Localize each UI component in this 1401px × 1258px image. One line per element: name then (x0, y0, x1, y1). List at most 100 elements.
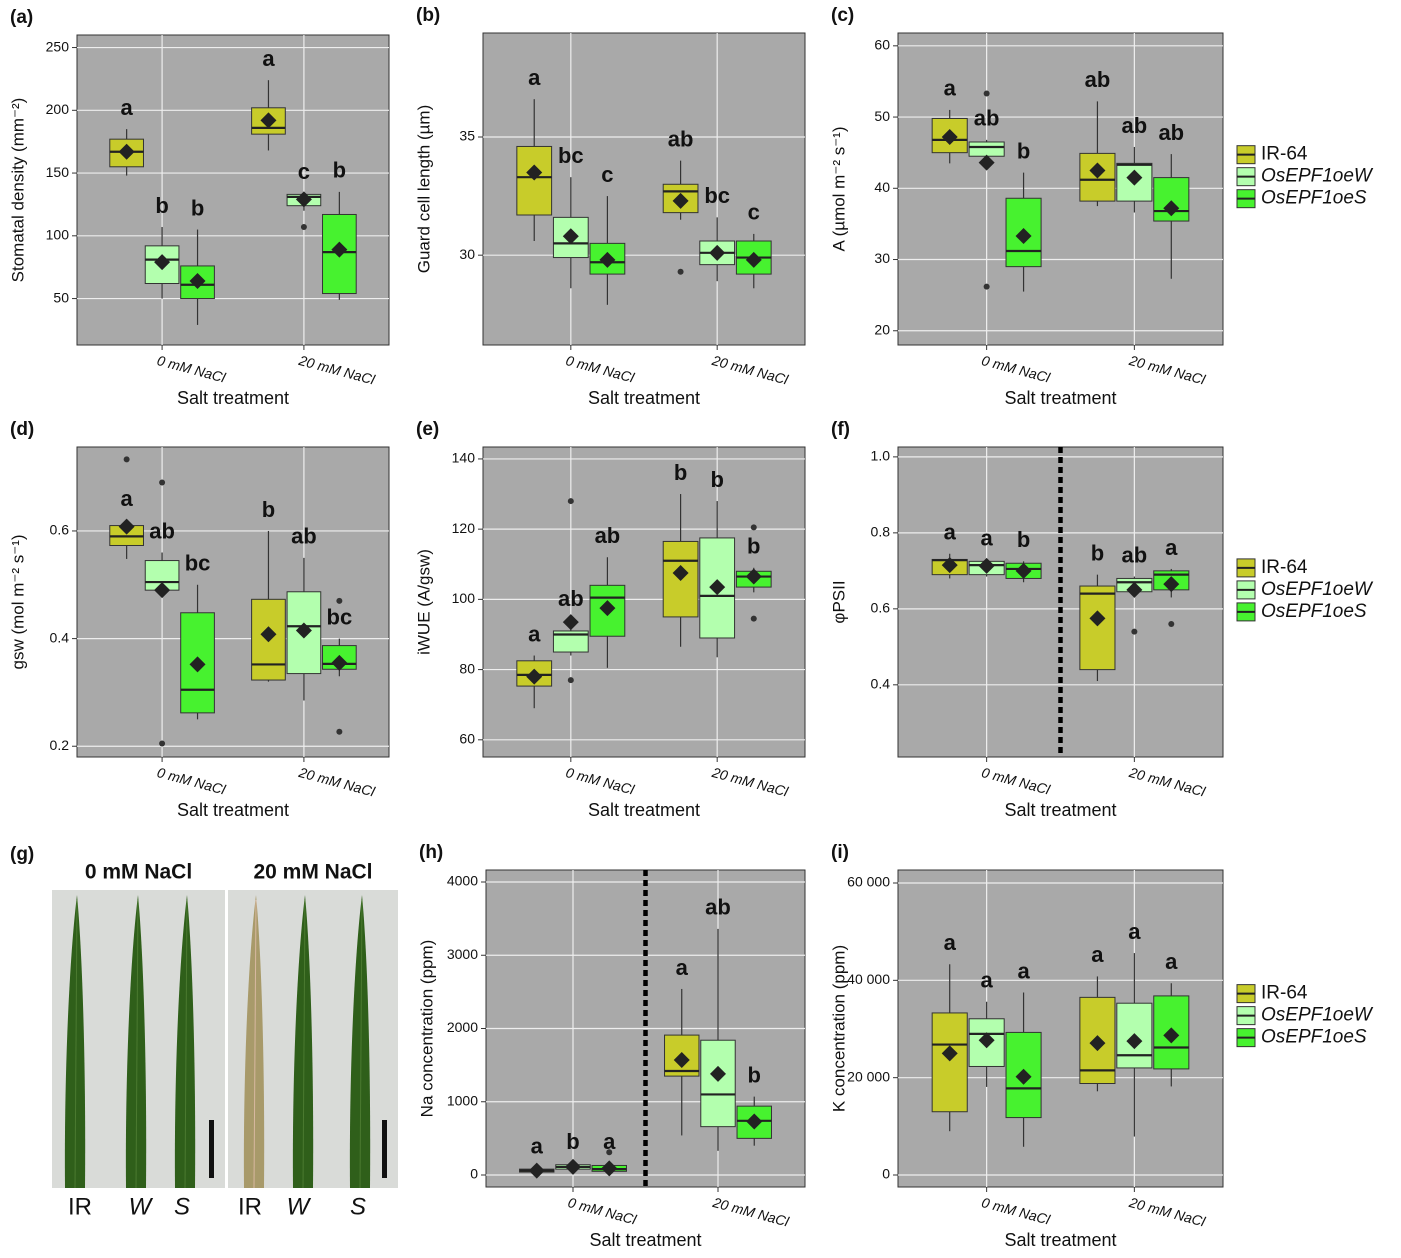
x-tick-label: 20 mM NaCl (710, 1194, 791, 1230)
mean (295, 622, 312, 639)
mean (295, 191, 312, 208)
significance-label: a (981, 525, 994, 550)
y-axis-label: iWUE (A/gsw) (414, 549, 433, 655)
x-tick-label: 20 mM NaCl (296, 764, 377, 800)
significance-label: ab (595, 523, 621, 548)
y-tick-label: 50 (53, 289, 69, 305)
x-axis-label: Salt treatment (1004, 800, 1116, 820)
mean (599, 600, 616, 617)
significance-label: b (674, 460, 687, 485)
significance-label: a (1128, 919, 1141, 944)
box (552, 630, 589, 653)
mean (1126, 581, 1143, 598)
x-tick-label: 20 mM NaCl (296, 352, 377, 388)
y-axis-label: φPSII (829, 580, 848, 623)
mean (528, 1162, 545, 1179)
mean (1015, 228, 1032, 245)
x-tick-label: 0 mM NaCl (155, 764, 228, 798)
leaf-label: S (350, 1193, 366, 1220)
mean (710, 1065, 726, 1082)
x-tick-label: 0 mM NaCl (566, 1194, 639, 1228)
significance-label: b (262, 497, 275, 522)
mean (599, 251, 616, 268)
x-tick-label: 20 mM NaCl (709, 352, 790, 388)
mean (526, 668, 543, 685)
significance-label: b (333, 158, 346, 183)
box (931, 1012, 968, 1113)
y-tick-label: 0.8 (871, 524, 891, 540)
mean (154, 582, 171, 599)
significance-label: bc (558, 143, 584, 168)
y-tick-label: 50 (874, 108, 890, 124)
y-tick-label: 3000 (447, 946, 478, 962)
leaf (125, 895, 147, 1188)
x-axis-label: Salt treatment (588, 800, 700, 820)
mean (1015, 562, 1032, 579)
y-tick-label: 20 (874, 321, 890, 337)
mean (709, 579, 726, 596)
y-tick-label: 0 (882, 1166, 890, 1182)
significance-label: a (676, 955, 689, 980)
significance-label: b (1017, 138, 1030, 163)
mean (260, 626, 277, 643)
outlier (123, 456, 130, 463)
significance-label: ab (705, 895, 731, 920)
photo-title: 0 mM NaCl (85, 861, 192, 884)
mean (1015, 1068, 1032, 1085)
mean (154, 254, 171, 271)
y-tick-label: 120 (452, 520, 476, 536)
mean (1126, 1033, 1143, 1050)
mean (189, 656, 206, 673)
significance-label: ab (974, 106, 1000, 131)
mean (1163, 576, 1180, 593)
y-tick-label: 0.4 (50, 629, 70, 645)
legend-label: OsEPF1oeS (1261, 1027, 1367, 1048)
outlier (677, 268, 684, 275)
significance-label: a (528, 621, 541, 646)
y-tick-label: 0.6 (50, 522, 70, 538)
y-tick-label: 0 (470, 1166, 478, 1182)
mean (978, 557, 995, 574)
significance-label: c (298, 159, 310, 184)
leaf (64, 895, 86, 1188)
x-axis-label: Salt treatment (1004, 1230, 1116, 1250)
panel-label: (i) (831, 842, 849, 863)
y-axis-label: Guard cell length (µm) (414, 105, 433, 274)
box (516, 145, 553, 216)
y-tick-label: 60 (874, 37, 890, 53)
significance-label: a (1165, 535, 1178, 560)
mean (118, 518, 135, 535)
mean (562, 228, 579, 245)
x-axis-label: Salt treatment (589, 1230, 701, 1250)
x-tick-label: 0 mM NaCl (564, 764, 637, 798)
significance-label: bc (327, 604, 353, 629)
y-tick-label: 35 (459, 128, 475, 144)
x-tick-label: 20 mM NaCl (1127, 352, 1208, 388)
leaf-label: W (287, 1193, 312, 1220)
y-tick-label: 150 (46, 164, 70, 180)
x-tick-label: 0 mM NaCl (564, 352, 637, 386)
outlier (1168, 621, 1175, 628)
mean (978, 154, 995, 171)
significance-label: bc (185, 551, 211, 576)
mean (709, 244, 726, 261)
outlier (1131, 628, 1138, 635)
mean (745, 251, 762, 268)
mean (601, 1160, 618, 1177)
leaf-label: IR (68, 1193, 92, 1220)
mean (118, 143, 135, 160)
y-tick-label: 80 (459, 660, 475, 676)
y-tick-label: 100 (46, 227, 70, 243)
significance-label: ab (668, 126, 694, 151)
x-tick-label: 20 mM NaCl (709, 764, 790, 800)
outlier (336, 728, 343, 735)
leaf-vein (135, 899, 139, 1189)
scale-bar (382, 1120, 387, 1178)
x-axis-label: Salt treatment (177, 800, 289, 820)
legend-label: OsEPF1oeS (1261, 188, 1367, 209)
significance-label: a (1017, 958, 1030, 983)
mean (673, 1051, 690, 1068)
y-tick-label: 4000 (447, 873, 478, 889)
y-tick-label: 60 (459, 731, 475, 747)
significance-label: a (944, 930, 957, 955)
